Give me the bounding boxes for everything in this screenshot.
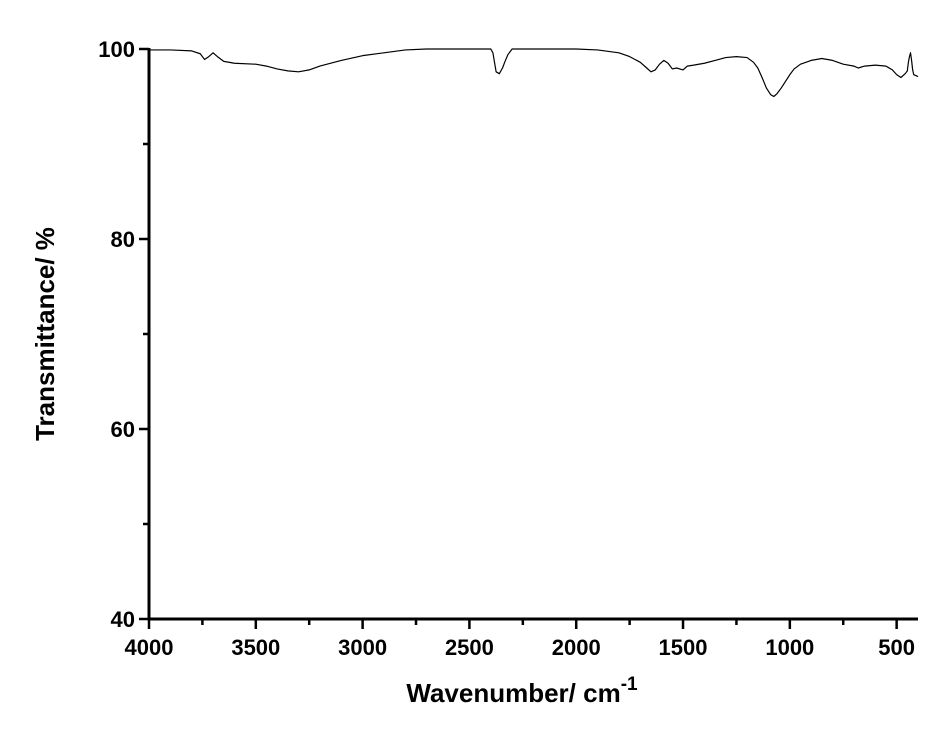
y-tick-label: 80 — [111, 227, 135, 252]
x-tick-label: 1000 — [765, 635, 814, 660]
x-tick-label: 500 — [878, 635, 915, 660]
axis-ticks — [139, 47, 898, 629]
y-tick-label: 100 — [98, 37, 135, 62]
x-tick-label: 2500 — [445, 635, 494, 660]
y-axis-title: Transmittance/ % — [30, 227, 60, 441]
x-tick-label: 1500 — [659, 635, 708, 660]
transmittance-series-line — [149, 48, 919, 98]
x-tick-label: 3500 — [231, 635, 280, 660]
y-tick-label: 60 — [111, 417, 135, 442]
tick-labels: 4000 3500 3000 2500 2000 1500 1000 500 40 60 80 100 — [98, 37, 915, 660]
x-tick-label: 2000 — [552, 635, 601, 660]
x-tick-label: 4000 — [125, 635, 174, 660]
x-tick-label: 3000 — [338, 635, 387, 660]
y-tick-label: 40 — [111, 607, 135, 632]
x-axis-title: Wavenumber/ cm-1 — [406, 674, 638, 708]
